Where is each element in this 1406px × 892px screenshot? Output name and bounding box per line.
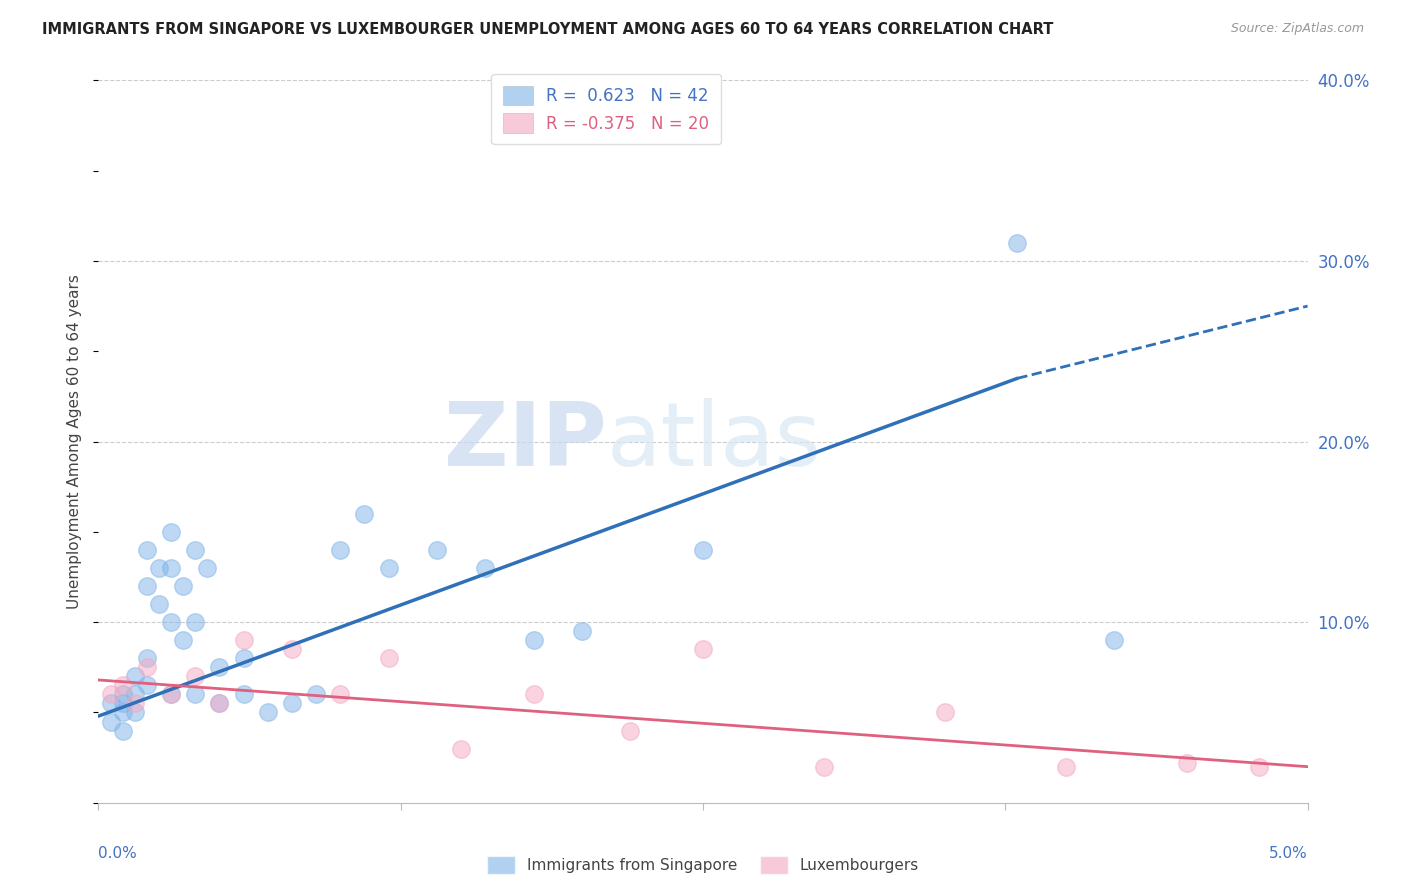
Point bbox=[124, 669, 146, 683]
Text: Source: ZipAtlas.com: Source: ZipAtlas.com bbox=[1230, 22, 1364, 36]
Point bbox=[329, 687, 352, 701]
Point bbox=[1102, 633, 1125, 648]
Point bbox=[232, 687, 254, 701]
Point bbox=[135, 579, 157, 593]
Text: ZIP: ZIP bbox=[443, 398, 606, 485]
Point bbox=[281, 697, 304, 711]
Point bbox=[124, 697, 146, 711]
Point bbox=[100, 697, 122, 711]
Point bbox=[111, 687, 134, 701]
Point bbox=[111, 697, 134, 711]
Point bbox=[184, 669, 207, 683]
Point bbox=[148, 561, 170, 575]
Y-axis label: Unemployment Among Ages 60 to 64 years: Unemployment Among Ages 60 to 64 years bbox=[67, 274, 83, 609]
Point bbox=[160, 561, 183, 575]
Point bbox=[813, 760, 835, 774]
Point bbox=[135, 678, 157, 692]
Point bbox=[172, 579, 194, 593]
Point bbox=[160, 524, 183, 539]
Point bbox=[124, 687, 146, 701]
Point bbox=[377, 561, 399, 575]
Point bbox=[450, 741, 472, 756]
Point bbox=[184, 542, 207, 557]
Point bbox=[135, 660, 157, 674]
Point bbox=[160, 687, 183, 701]
Point bbox=[377, 651, 399, 665]
Point bbox=[523, 687, 546, 701]
Point bbox=[135, 542, 157, 557]
Point bbox=[100, 714, 122, 729]
Point bbox=[692, 642, 714, 657]
Point bbox=[1007, 235, 1029, 250]
Legend: Immigrants from Singapore, Luxembourgers: Immigrants from Singapore, Luxembourgers bbox=[481, 850, 925, 880]
Point bbox=[208, 697, 231, 711]
Point bbox=[232, 651, 254, 665]
Point bbox=[934, 706, 956, 720]
Point bbox=[232, 633, 254, 648]
Legend: R =  0.623   N = 42, R = -0.375   N = 20: R = 0.623 N = 42, R = -0.375 N = 20 bbox=[492, 74, 721, 145]
Point bbox=[111, 706, 134, 720]
Point bbox=[160, 615, 183, 630]
Point bbox=[160, 687, 183, 701]
Point bbox=[208, 660, 231, 674]
Point bbox=[1054, 760, 1077, 774]
Point bbox=[353, 507, 375, 521]
Point bbox=[426, 542, 449, 557]
Point bbox=[100, 687, 122, 701]
Point bbox=[305, 687, 328, 701]
Text: 5.0%: 5.0% bbox=[1268, 847, 1308, 861]
Point bbox=[111, 678, 134, 692]
Point bbox=[172, 633, 194, 648]
Point bbox=[135, 651, 157, 665]
Point bbox=[329, 542, 352, 557]
Point bbox=[148, 597, 170, 611]
Point bbox=[124, 706, 146, 720]
Point bbox=[1249, 760, 1271, 774]
Text: IMMIGRANTS FROM SINGAPORE VS LUXEMBOURGER UNEMPLOYMENT AMONG AGES 60 TO 64 YEARS: IMMIGRANTS FROM SINGAPORE VS LUXEMBOURGE… bbox=[42, 22, 1053, 37]
Text: 0.0%: 0.0% bbox=[98, 847, 138, 861]
Point bbox=[208, 697, 231, 711]
Point bbox=[619, 723, 641, 738]
Point bbox=[281, 642, 304, 657]
Point bbox=[474, 561, 496, 575]
Point bbox=[184, 615, 207, 630]
Point bbox=[184, 687, 207, 701]
Point bbox=[195, 561, 218, 575]
Point bbox=[692, 542, 714, 557]
Point bbox=[1175, 756, 1198, 770]
Point bbox=[256, 706, 278, 720]
Point bbox=[571, 624, 593, 639]
Point bbox=[111, 723, 134, 738]
Point bbox=[523, 633, 546, 648]
Text: atlas: atlas bbox=[606, 398, 821, 485]
